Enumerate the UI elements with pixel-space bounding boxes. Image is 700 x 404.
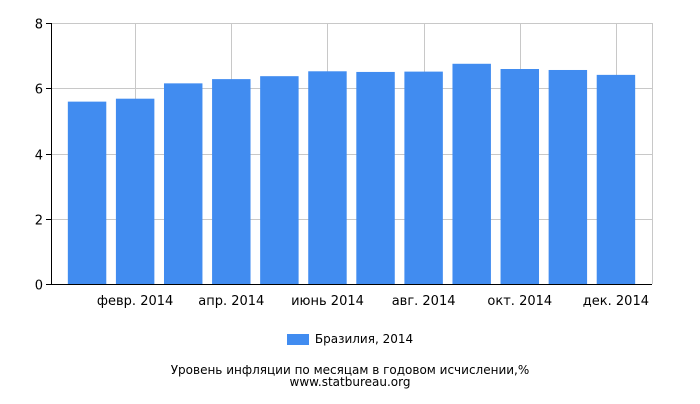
- bar: [115, 98, 155, 284]
- bar: [404, 71, 443, 284]
- legend-swatch: [286, 333, 309, 345]
- y-tick-label: 2: [35, 214, 43, 229]
- x-tick-label: окт. 2014: [487, 294, 552, 309]
- bar: [308, 71, 347, 284]
- bar: [163, 83, 203, 284]
- y-tick-label: 6: [35, 83, 43, 98]
- x-tick-label: июнь 2014: [291, 294, 364, 309]
- bar: [212, 79, 251, 284]
- y-tick-label: 0: [35, 279, 43, 294]
- bar: [500, 69, 540, 284]
- x-tick-label: февр. 2014: [97, 294, 173, 309]
- y-tick-label: 4: [35, 149, 43, 164]
- chart-source: www.statbureau.org: [289, 375, 411, 389]
- bar: [596, 74, 636, 285]
- chart-title: Уровень инфляции по месяцам в годовом ис…: [170, 363, 530, 377]
- bar: [452, 63, 491, 284]
- axes: [46, 23, 652, 285]
- x-tick-label: авг. 2014: [392, 294, 456, 309]
- x-tick-label: дек. 2014: [583, 294, 649, 309]
- legend-label: Бразилия, 2014: [314, 332, 414, 346]
- bar-series: [67, 63, 636, 285]
- bar: [260, 76, 299, 285]
- y-tick-label: 8: [35, 18, 43, 33]
- bar: [67, 101, 107, 284]
- x-tick-label: апр. 2014: [198, 294, 264, 309]
- tick-labels: 0 2 4 6 8 февр. 2014 апр. 2014 июнь 2014 авг. 20…: [35, 18, 649, 310]
- bar: [548, 69, 588, 284]
- bar: [356, 71, 395, 284]
- legend: Бразилия, 2014: [0, 332, 700, 346]
